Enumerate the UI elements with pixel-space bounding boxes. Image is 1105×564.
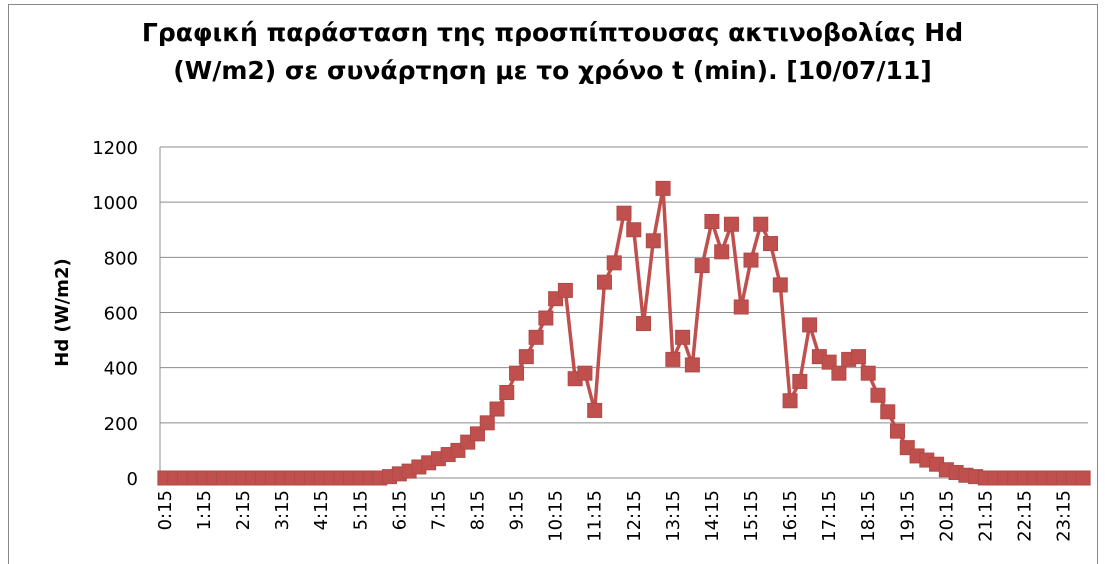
x-tick-label: 23:15: [1054, 490, 1075, 542]
data-marker: [782, 393, 798, 409]
x-tick-label: 3:15: [272, 490, 293, 530]
data-marker: [675, 329, 691, 345]
y-tick-label: 400: [104, 359, 138, 380]
data-marker: [557, 282, 573, 298]
x-tick-label: 17:15: [819, 490, 840, 542]
x-tick-label: 13:15: [663, 490, 684, 542]
data-marker: [792, 373, 808, 389]
data-marker: [596, 274, 612, 290]
data-marker: [499, 384, 515, 400]
data-marker: [753, 216, 769, 232]
x-tick-label: 7:15: [428, 490, 449, 530]
x-tick-label: 19:15: [897, 490, 918, 542]
data-marker: [538, 310, 554, 326]
x-tick-label: 20:15: [936, 490, 957, 542]
data-marker: [704, 213, 720, 229]
x-tick-label: 9:15: [507, 490, 528, 530]
x-tick-label: 6:15: [389, 490, 410, 530]
chart-title: Γραφική παράσταση της προσπίπτουσας ακτι…: [141, 18, 964, 85]
data-marker: [772, 277, 788, 293]
y-tick-label: 1200: [92, 138, 138, 159]
data-marker: [870, 387, 886, 403]
x-tick-label: 4:15: [311, 490, 332, 530]
data-marker: [860, 365, 876, 381]
data-marker: [636, 316, 652, 332]
data-marker: [1075, 470, 1091, 486]
x-tick-label: 16:15: [780, 490, 801, 542]
x-tick-label: 14:15: [702, 490, 723, 542]
data-marker: [694, 258, 710, 274]
data-marker: [850, 349, 866, 365]
data-marker: [684, 357, 700, 373]
data-marker: [509, 365, 525, 381]
data-marker: [743, 252, 759, 268]
data-line: [164, 186, 1084, 480]
y-tick-label: 1000: [92, 193, 138, 214]
data-marker: [831, 365, 847, 381]
data-marker: [733, 299, 749, 315]
data-marker: [821, 354, 837, 370]
data-marker: [802, 317, 818, 333]
data-marker: [714, 244, 730, 260]
y-tick-label: 800: [104, 248, 138, 269]
y-tick-label: 0: [127, 469, 138, 490]
x-tick-label: 21:15: [975, 490, 996, 542]
data-marker: [616, 205, 632, 221]
x-tick-label: 18:15: [858, 490, 879, 542]
data-marker: [723, 216, 739, 232]
x-tick-label: 0:15: [155, 490, 176, 530]
x-tick-label: 15:15: [741, 490, 762, 542]
x-tick-label: 10:15: [546, 490, 567, 542]
y-axis-label: Hd (W/m2): [52, 258, 73, 366]
x-tick-label: 11:15: [585, 490, 606, 542]
data-marker: [469, 426, 485, 442]
data-marker: [489, 401, 505, 417]
data-marker: [626, 222, 642, 238]
data-marker: [606, 255, 622, 271]
data-marker: [587, 402, 603, 418]
chart-frame: [8, 4, 1098, 564]
data-marker: [890, 423, 906, 439]
data-marker: [528, 329, 544, 345]
data-marker: [577, 365, 593, 381]
data-marker: [655, 180, 671, 196]
data-marker: [665, 351, 681, 367]
x-tick-label: 22:15: [1015, 490, 1036, 542]
data-marker: [645, 233, 661, 249]
y-tick-label: 600: [104, 304, 138, 325]
x-tick-label: 8:15: [467, 490, 488, 530]
data-marker: [479, 415, 495, 431]
x-tick-label: 12:15: [624, 490, 645, 542]
x-tick-label: 5:15: [350, 490, 371, 530]
data-marker: [880, 404, 896, 420]
data-marker: [518, 349, 534, 365]
data-marker: [763, 236, 779, 252]
y-tick-label: 200: [104, 414, 138, 435]
x-tick-label: 2:15: [233, 490, 254, 530]
x-tick-label: 1:15: [194, 490, 215, 530]
